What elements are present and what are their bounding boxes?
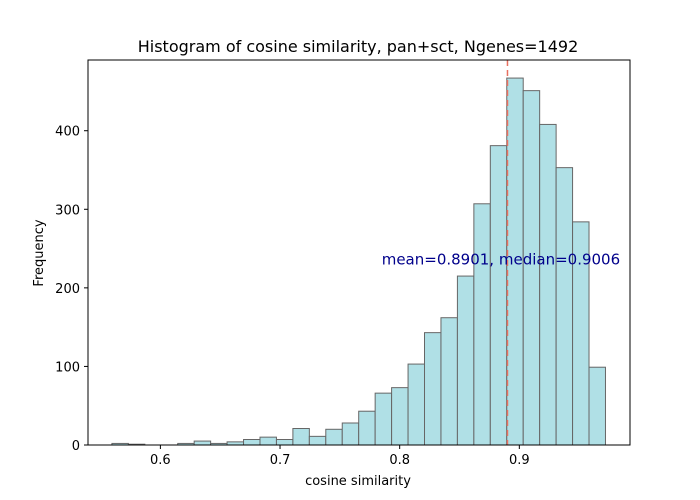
x-tick-label: 0.6 (150, 453, 171, 468)
histogram-bar (425, 333, 441, 445)
y-tick-label: 0 (72, 439, 80, 454)
histogram-bar (309, 436, 325, 445)
y-tick-label: 100 (55, 360, 80, 375)
histogram-bar (342, 423, 358, 445)
y-axis-label: Frequency (32, 219, 47, 286)
histogram-bar (293, 429, 309, 446)
chart-title: Histogram of cosine similarity, pan+sct,… (138, 37, 579, 56)
y-tick-label: 300 (55, 203, 80, 218)
mean-median-annotation: mean=0.8901, median=0.9006 (382, 251, 620, 269)
y-tick-label: 200 (55, 282, 80, 297)
x-axis-ticks: 0.6 0.7 0.8 0.9 (150, 445, 530, 468)
histogram-bar (276, 440, 292, 446)
x-tick-label: 0.9 (509, 453, 530, 468)
x-tick-label: 0.7 (270, 453, 291, 468)
histogram-bar (540, 124, 556, 445)
histogram-bar (326, 429, 342, 445)
histogram-bar (359, 411, 375, 445)
x-axis-label: cosine similarity (305, 474, 411, 489)
histogram-bar (408, 364, 424, 445)
histogram-bar (474, 204, 490, 445)
histogram-bar (392, 388, 408, 445)
histogram-bar (589, 367, 605, 445)
y-tick-label: 400 (55, 125, 80, 140)
histogram-bar (441, 318, 457, 445)
histogram-bar (490, 146, 506, 445)
histogram-bar (556, 168, 572, 445)
x-tick-label: 0.8 (389, 453, 410, 468)
y-axis-ticks: 0 100 200 300 400 (55, 125, 88, 454)
histogram-bar (457, 276, 473, 445)
histogram-bar (260, 437, 276, 445)
histogram-bar (375, 393, 391, 445)
histogram-bar (194, 441, 210, 445)
histogram-bar (244, 440, 260, 446)
